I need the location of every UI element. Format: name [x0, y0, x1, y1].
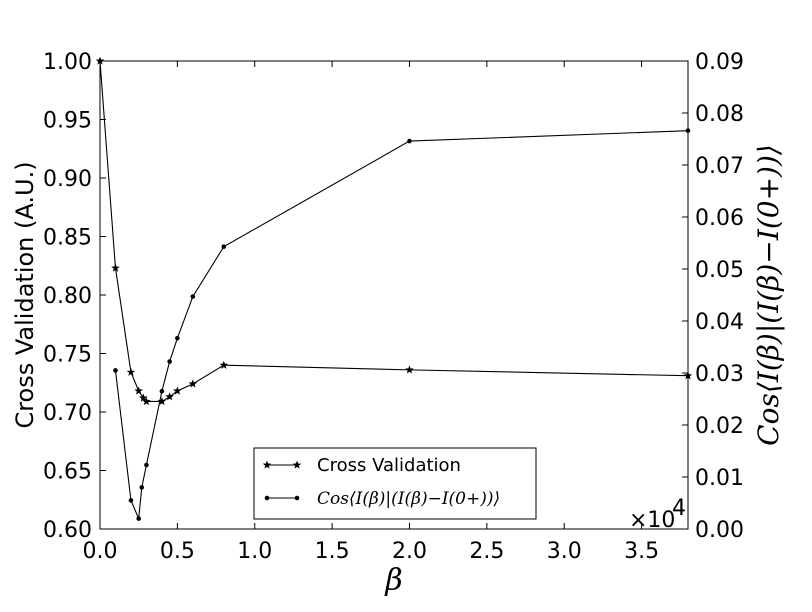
x-tick-label: 2.5: [469, 539, 504, 564]
y-right-tick-label: 0.03: [695, 362, 744, 387]
x-tick-label: 0.5: [160, 539, 195, 564]
data-point-cross-validation: [111, 263, 120, 272]
y-axis-label: Cross Validation (A.U.): [11, 161, 39, 428]
y-right-tick-label: 0.02: [695, 414, 744, 439]
data-point-cross-validation: [405, 365, 414, 374]
data-point-cross-validation: [188, 379, 198, 388]
y-right-tick-label: 0.08: [695, 102, 744, 127]
y-tick-label: 0.95: [43, 109, 92, 134]
data-point-cosine: [144, 462, 149, 468]
ticks-layer: 0.0 0.5 1.0 1.5 2.0 2.5 3.0 3.5 0.60 0.65 0.70 0.75…: [43, 50, 744, 564]
data-point-cosine: [159, 388, 165, 394]
x-multiplier-label: ×10: [629, 508, 675, 533]
y-tick-label: 0.60: [43, 518, 92, 543]
y-tick-label: 0.90: [43, 167, 92, 192]
y-right-tick-label: 0.00: [695, 518, 744, 543]
data-point-cross-validation: [142, 396, 151, 406]
legend-box: [253, 447, 537, 520]
data-point-cosine: [128, 498, 134, 503]
y-tick-label: 0.65: [43, 460, 92, 485]
data-point-cosine: [175, 335, 180, 341]
data-point-cosine: [407, 138, 412, 144]
y-right-tick-label: 0.01: [695, 466, 744, 491]
y-right-tick-label: 0.06: [695, 206, 744, 231]
data-point-cross-validation: [134, 386, 143, 395]
legend-marker-dot: [264, 495, 270, 501]
data-point-cross-validation: [157, 396, 167, 406]
data-point-cross-validation: [126, 367, 136, 376]
series-group: [96, 57, 692, 521]
series-line-1: [114, 130, 689, 519]
legend-marker-star: [262, 460, 272, 469]
x-tick-label: 1.5: [315, 539, 350, 564]
y-right-tick-label: 0.07: [695, 154, 744, 179]
y-tick-label: 0.70: [43, 401, 92, 426]
series-layer: [96, 57, 692, 521]
legend-entry-cross-validation: Cross Validation: [317, 455, 461, 476]
data-point-cosine: [113, 368, 118, 373]
legend-marker-dot: [294, 495, 300, 501]
x-multiplier-exponent: 4: [672, 496, 686, 521]
y-tick-label: 1.00: [43, 50, 92, 75]
data-point-cross-validation: [165, 392, 174, 401]
y-axis-label-right: Cos⟨I(β)|(I(β)−I(0+))⟩: [752, 144, 785, 446]
y-tick-label: 0.80: [43, 284, 92, 309]
series-line-0: [99, 60, 689, 403]
y-right-tick-label: 0.05: [695, 258, 744, 283]
x-axis-label: β: [384, 563, 402, 598]
data-point-cosine: [136, 516, 141, 521]
legend-marker-star: [292, 460, 302, 469]
y-tick-label: 0.75: [43, 343, 92, 368]
data-point-cross-validation: [173, 386, 182, 395]
y-tick-label: 0.85: [43, 226, 92, 251]
data-point-cosine: [190, 294, 196, 299]
x-tick-label: 2.0: [392, 539, 427, 564]
data-point-cosine: [167, 359, 172, 364]
legend: Cross Validation Cos⟨I(β)|(I(β)−I(0+))⟩: [253, 447, 537, 520]
x-tick-label: 1.0: [237, 539, 272, 564]
data-point-cross-validation: [219, 360, 229, 369]
data-point-cosine: [139, 485, 145, 490]
x-tick-label: 3.5: [624, 539, 659, 564]
x-tick-label: 3.0: [547, 539, 582, 564]
x-tick-label: 0.0: [83, 539, 118, 564]
y-right-tick-label: 0.04: [695, 310, 744, 335]
legend-entry-cosine: Cos⟨I(β)|(I(β)−I(0+))⟩: [317, 489, 500, 509]
data-point-cross-validation: [139, 393, 148, 402]
y-right-tick-label: 0.09: [695, 50, 744, 75]
legend-marks: [262, 460, 302, 501]
data-point-cosine: [221, 244, 227, 249]
